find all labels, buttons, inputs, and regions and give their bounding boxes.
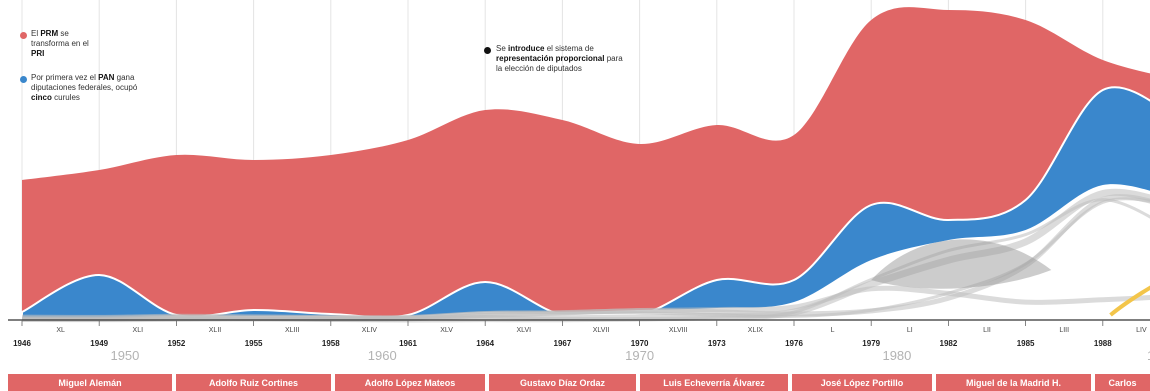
year-tick-label: 1979 (862, 339, 880, 348)
legislature-label: XLVI (516, 327, 531, 334)
president-bar-aleman: Miguel Alemán (8, 374, 172, 391)
series-others-overlap (871, 239, 1052, 289)
year-tick-label: 1970 (631, 339, 649, 348)
decade-label: 19 (1147, 348, 1150, 363)
legislature-label: XLIII (285, 327, 299, 334)
annotation-prm: El PRM se transforma en el PRI (31, 29, 89, 58)
year-tick-label: 1961 (399, 339, 417, 348)
legend-pan-dot (20, 76, 27, 83)
legislature-label: XLV (440, 327, 453, 334)
president-bar-ruiz-cortines: Adolfo Ruiz Cortines (176, 374, 331, 391)
legislature-label: LII (983, 327, 991, 334)
rp-dot (484, 47, 491, 54)
annotation-rp: Se introduce el sistema de representació… (496, 44, 623, 73)
year-tick-label: 1988 (1094, 339, 1112, 348)
year-tick-label: 1949 (90, 339, 108, 348)
year-tick-label: 1946 (13, 339, 31, 348)
legislature-label: XLVII (593, 327, 610, 334)
year-tick-label: 1955 (245, 339, 263, 348)
president-bar-lopez-portillo: José López Portillo (792, 374, 932, 391)
president-bar-lopez-mateos: Adolfo López Mateos (335, 374, 485, 391)
decade-label: 1980 (882, 348, 911, 363)
year-tick-label: 1973 (708, 339, 726, 348)
decade-label: 1970 (625, 348, 654, 363)
legend-prm-dot (20, 32, 27, 39)
legislature-label: XLIV (362, 327, 378, 334)
year-tick-label: 1967 (554, 339, 572, 348)
legislature-label: XL (56, 327, 65, 334)
year-tick-label: 1976 (785, 339, 803, 348)
decade-label: 1960 (368, 348, 397, 363)
legislature-label: LI (907, 327, 913, 334)
president-bar-diaz-ordaz: Gustavo Díaz Ordaz (489, 374, 636, 391)
president-bar-salinas: Carlos (1095, 374, 1150, 391)
president-bar-echeverria: Luis Echeverría Álvarez (640, 374, 788, 391)
year-tick-label: 1982 (940, 339, 958, 348)
year-tick-label: 1958 (322, 339, 340, 348)
series-others-stream (21, 285, 1150, 323)
legislature-label: L (831, 327, 835, 334)
legislature-label: LIII (1059, 327, 1069, 334)
series-minor-stream (1109, 285, 1150, 317)
legislature-label: LIV (1136, 327, 1147, 334)
president-bar-de-la-madrid: Miguel de la Madrid H. (936, 374, 1091, 391)
legislature-label: XLVIII (669, 327, 688, 334)
year-tick-label: 1964 (476, 339, 494, 348)
decade-label: 1950 (110, 348, 139, 363)
legislature-label: XLI (133, 327, 144, 334)
year-tick-label: 1952 (168, 339, 186, 348)
legislature-label: XLII (209, 327, 222, 334)
legislature-label: XLIX (748, 327, 764, 334)
annotation-pan: Por primera vez el PAN gana diputaciones… (31, 73, 138, 102)
year-tick-label: 1985 (1017, 339, 1035, 348)
